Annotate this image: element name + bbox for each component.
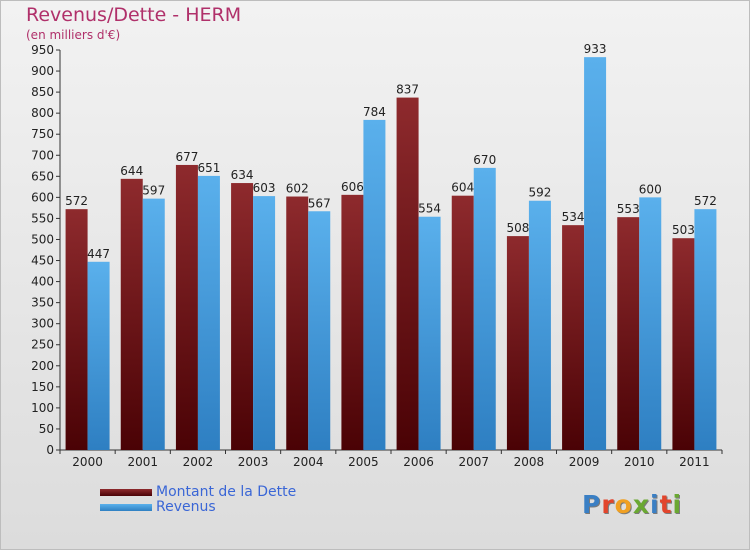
logo-letter: o: [614, 490, 633, 519]
y-tick-label: 600: [31, 190, 54, 204]
label-dette-2004: 602: [286, 182, 309, 196]
legend-swatch-revenus: [100, 504, 152, 511]
x-tick-label: 2009: [569, 455, 600, 469]
bar-dette-2009: [562, 225, 585, 450]
label-revenus-2007: 670: [473, 153, 496, 167]
label-revenus-2006: 554: [418, 202, 441, 216]
label-dette-2005: 606: [341, 180, 364, 194]
bar-dette-2011: [672, 238, 695, 450]
x-tick-label: 2001: [127, 455, 158, 469]
y-tick-label: 650: [31, 169, 54, 183]
bar-dette-2005: [341, 194, 364, 450]
logo-letter: i: [650, 490, 660, 519]
bar-dette-2006: [396, 97, 419, 450]
label-revenus-2003: 603: [253, 181, 276, 195]
proxiti-logo: Proxiti: [582, 490, 682, 519]
label-dette-2007: 604: [451, 181, 474, 195]
y-tick-label: 450: [31, 254, 54, 268]
x-tick-label: 2007: [458, 455, 489, 469]
x-tick-label: 2000: [72, 455, 103, 469]
label-revenus-2000: 447: [87, 247, 110, 261]
label-dette-2008: 508: [506, 221, 529, 235]
x-tick-label: 2008: [514, 455, 545, 469]
label-dette-2011: 503: [672, 223, 695, 237]
y-tick-label: 300: [31, 317, 54, 331]
bar-dette-2010: [617, 217, 640, 450]
x-tick-label: 2006: [403, 455, 434, 469]
y-tick-label: 500: [31, 232, 54, 246]
y-tick-label: 400: [31, 275, 54, 289]
y-tick-label: 350: [31, 296, 54, 310]
logo-letter: t: [659, 490, 673, 519]
bar-dette-2007: [451, 195, 474, 450]
label-dette-2002: 677: [175, 150, 198, 164]
label-revenus-2001: 597: [142, 184, 165, 198]
label-dette-2000: 572: [65, 194, 88, 208]
x-tick-label: 2003: [238, 455, 269, 469]
y-tick-label: 200: [31, 359, 54, 373]
bar-revenus-2005: [363, 119, 386, 450]
y-tick-label: 0: [46, 443, 54, 457]
logo-letter: i: [672, 490, 683, 519]
label-dette-2006: 837: [396, 83, 419, 97]
bar-dette-2002: [175, 164, 198, 450]
x-tick-label: 2011: [679, 455, 710, 469]
y-tick-label: 150: [31, 380, 54, 394]
x-tick-label: 2005: [348, 455, 379, 469]
label-revenus-2004: 567: [308, 196, 331, 210]
legend-label-revenus: Revenus: [156, 499, 216, 515]
bar-dette-2001: [120, 178, 143, 450]
chart-subtitle: (en milliers d'€): [26, 28, 121, 42]
label-revenus-2002: 651: [197, 161, 220, 175]
y-tick-label: 850: [31, 85, 54, 99]
label-revenus-2009: 933: [584, 42, 607, 56]
bar-revenus-2000: [87, 261, 110, 450]
label-dette-2010: 553: [617, 202, 640, 216]
logo-letter: P: [582, 490, 602, 519]
bar-dette-2004: [286, 196, 309, 450]
y-tick-label: 50: [39, 422, 54, 436]
bar-revenus-2010: [639, 197, 662, 450]
bar-revenus-2009: [584, 57, 607, 450]
x-tick-label: 2004: [293, 455, 324, 469]
label-dette-2001: 644: [120, 164, 143, 178]
bar-revenus-2008: [528, 200, 551, 450]
y-tick-label: 950: [31, 43, 54, 57]
y-tick-label: 800: [31, 106, 54, 120]
label-revenus-2010: 600: [639, 182, 662, 196]
y-tick-label: 100: [31, 401, 54, 415]
label-revenus-2005: 784: [363, 105, 386, 119]
x-tick-label: 2002: [183, 455, 214, 469]
chart-title: Revenus/Dette - HERM: [26, 4, 242, 26]
x-tick-label: 2010: [624, 455, 655, 469]
bar-revenus-2006: [418, 216, 441, 450]
bar-dette-2008: [506, 236, 529, 450]
bar-dette-2000: [65, 209, 88, 450]
y-tick-label: 900: [31, 64, 54, 78]
label-revenus-2011: 572: [694, 194, 717, 208]
label-revenus-2008: 592: [528, 186, 551, 200]
bar-revenus-2007: [473, 167, 496, 451]
bar-revenus-2003: [253, 196, 276, 450]
bar-revenus-2002: [197, 175, 220, 451]
y-tick-label: 700: [31, 148, 54, 162]
legend-label-dette: Montant de la Dette: [156, 484, 297, 500]
bar-revenus-2004: [308, 211, 331, 450]
bar-revenus-2001: [142, 198, 165, 450]
bar-revenus-2011: [694, 209, 717, 450]
logo-letter: r: [601, 490, 615, 519]
bar-dette-2003: [231, 183, 254, 451]
logo-letter: x: [632, 490, 650, 519]
y-tick-label: 550: [31, 211, 54, 225]
label-dette-2009: 534: [562, 210, 585, 224]
y-tick-label: 250: [31, 338, 54, 352]
label-dette-2003: 634: [231, 168, 254, 182]
y-tick-label: 750: [31, 127, 54, 141]
legend-swatch-dette: [100, 489, 152, 496]
